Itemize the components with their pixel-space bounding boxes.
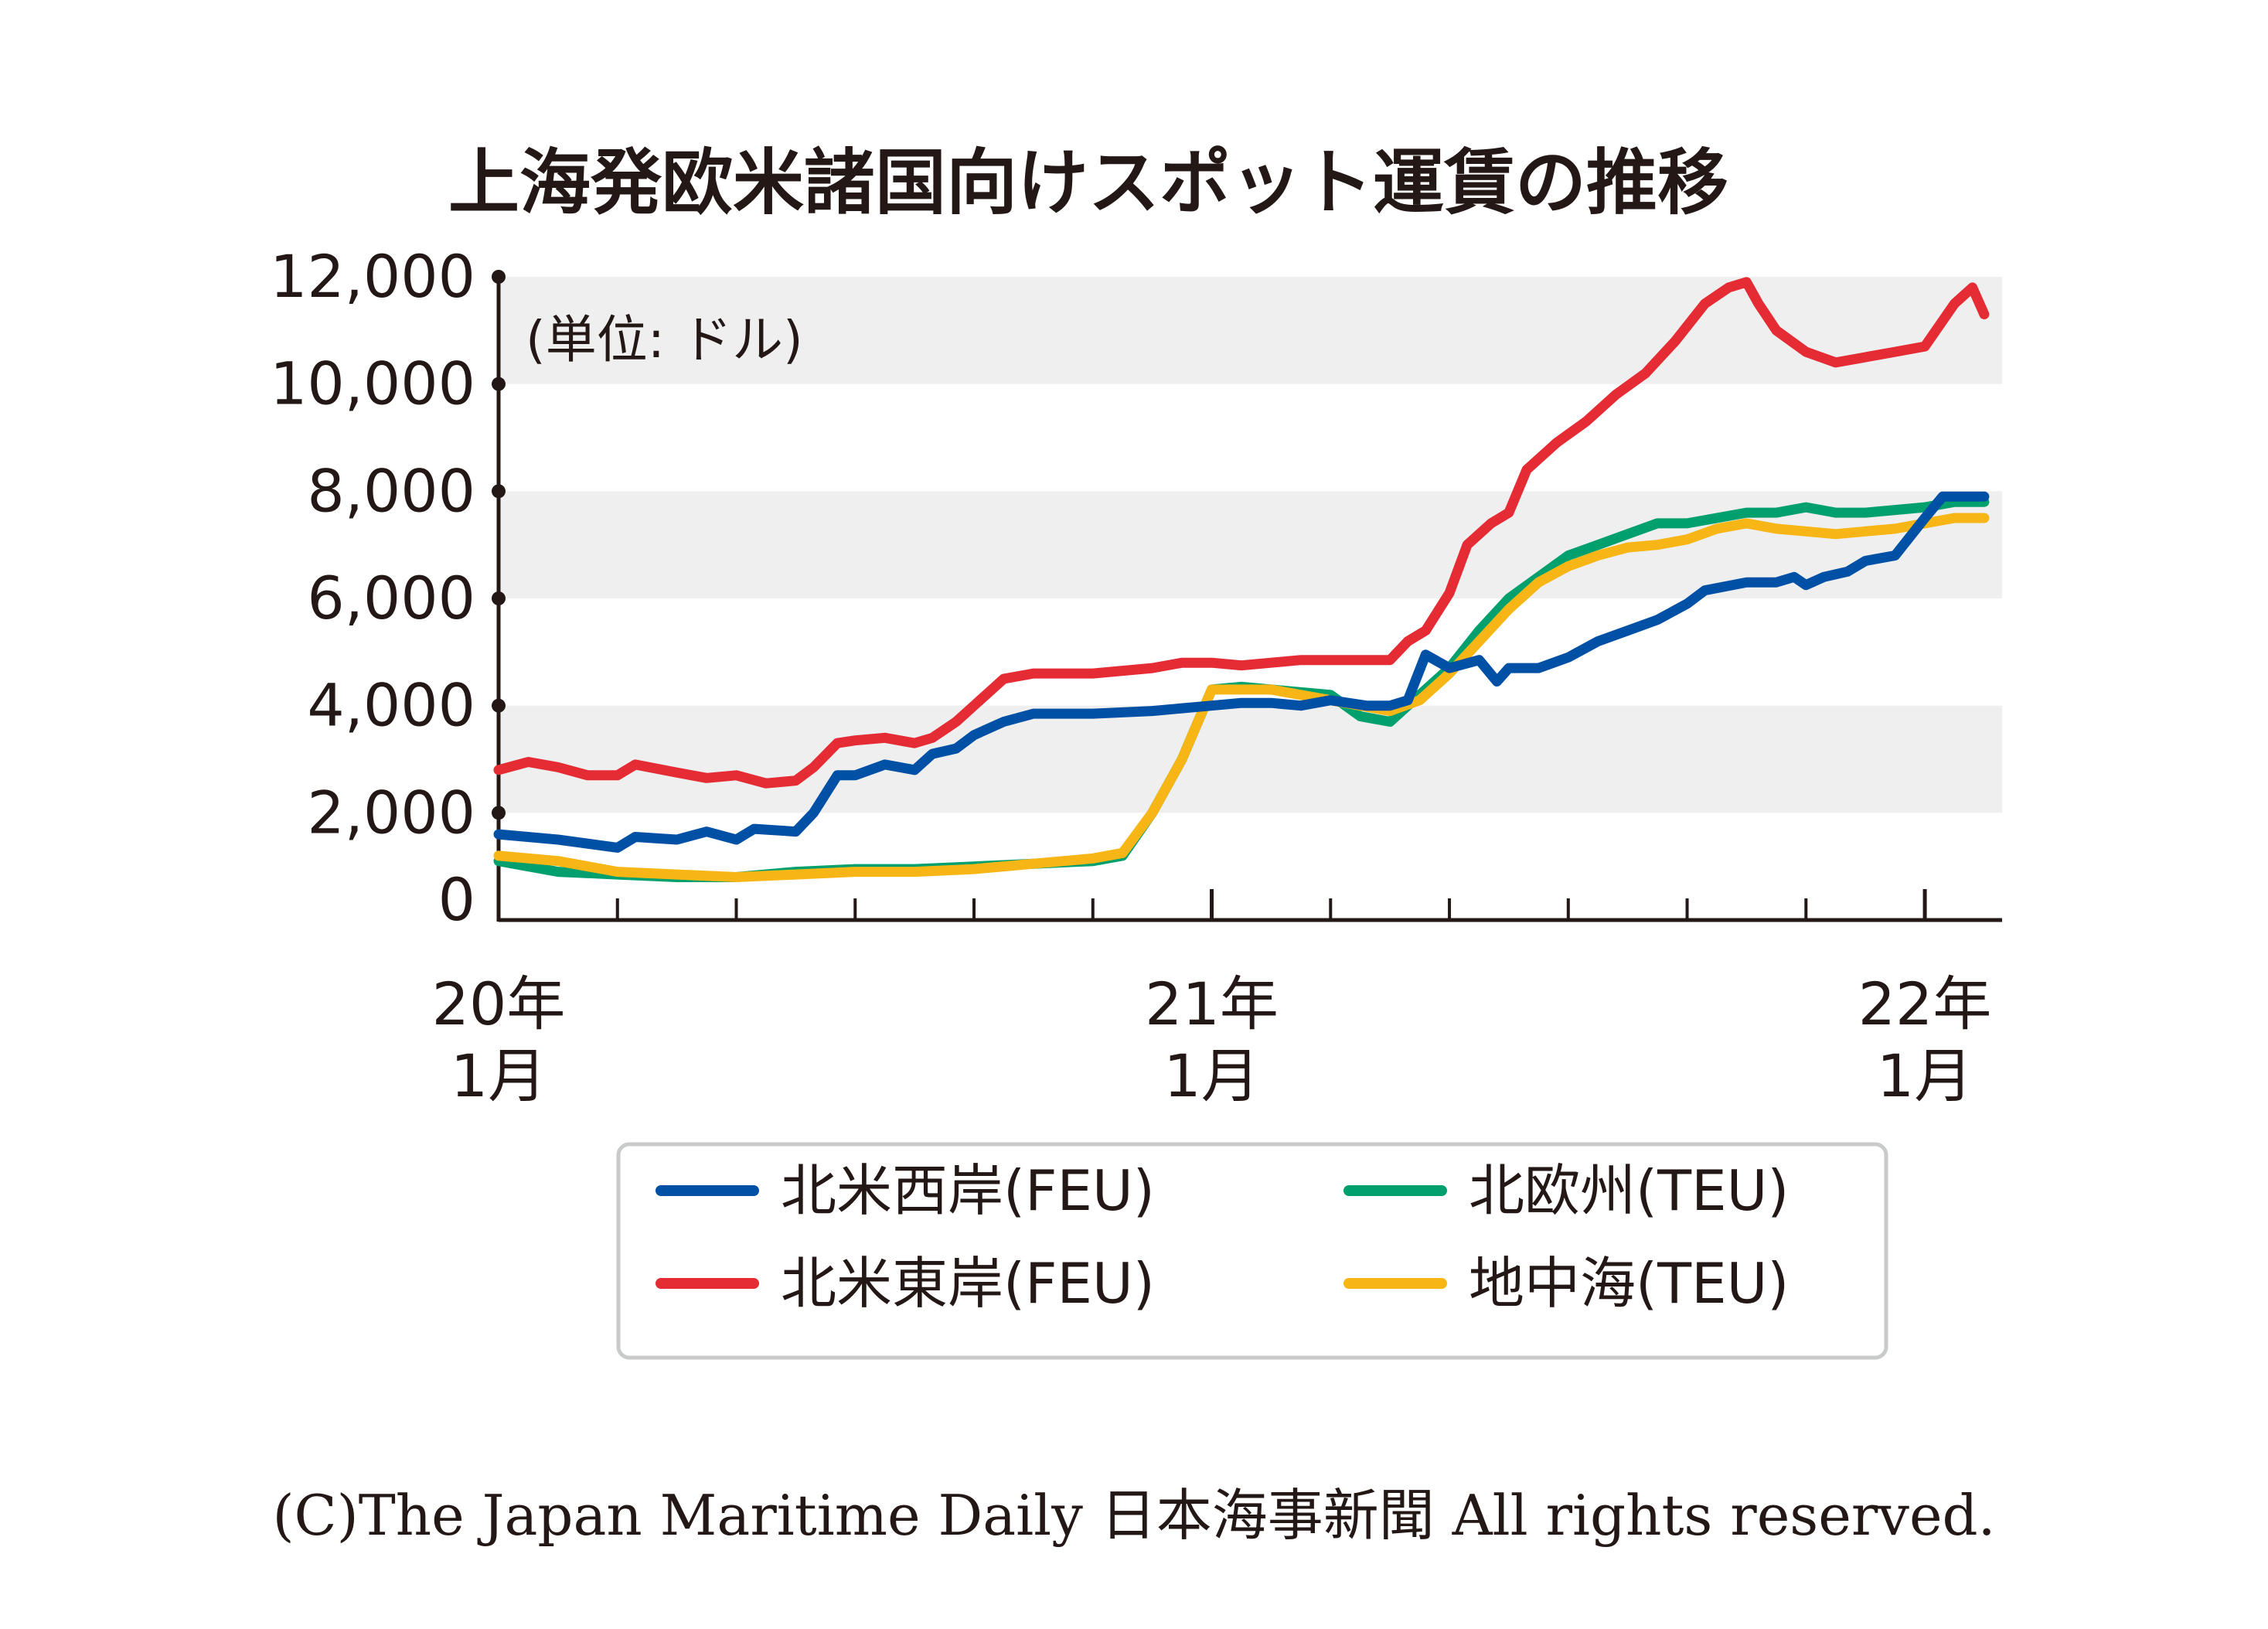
copyright-text: (C)The Japan Maritime Daily 日本海事新聞 All r… — [272, 1483, 1995, 1548]
y-tick-label: 0 — [438, 865, 475, 934]
y-tick-dot — [492, 806, 506, 820]
legend: 北米西岸(FEU) 北米東岸(FEU) 北欧州(TEU) 地中海(TEU) — [616, 1142, 1888, 1360]
x-tick-month: 1月 — [1163, 1041, 1259, 1110]
legend-label: 北米西岸(FEU) — [781, 1158, 1155, 1223]
y-ticks: 0 2,000 4,000 6,000 8,000 10,000 12,000 — [270, 242, 506, 934]
grid-band — [499, 705, 2002, 813]
y-tick-dot — [492, 484, 506, 499]
y-tick-label: 2,000 — [307, 778, 475, 847]
y-tick-dot — [492, 377, 506, 391]
y-tick-dot — [492, 270, 506, 284]
legend-label: 北米東岸(FEU) — [781, 1251, 1155, 1316]
y-tick-dot — [492, 591, 506, 605]
y-tick-label: 12,000 — [270, 242, 475, 311]
y-tick-label: 10,000 — [270, 349, 475, 418]
x-tick-year: 20年 — [432, 970, 566, 1038]
series-line-0 — [493, 491, 1990, 853]
legend-box — [616, 1142, 1888, 1360]
x-tick-month: 1月 — [451, 1041, 547, 1110]
series-lines — [493, 277, 1990, 882]
legend-label: 北欧州(TEU) — [1469, 1158, 1789, 1223]
unit-note: (単位: ドル) — [526, 310, 803, 370]
y-tick-label: 6,000 — [307, 564, 475, 632]
y-tick-dot — [492, 698, 506, 713]
y-tick-label: 8,000 — [307, 456, 475, 525]
x-tick-year: 21年 — [1145, 970, 1279, 1038]
series-line-1 — [493, 277, 1990, 789]
chart-title: 上海発欧米諸国向けスポット運賃の推移 — [448, 141, 1728, 224]
legend-label: 地中海(TEU) — [1469, 1251, 1789, 1316]
x-tick-year: 22年 — [1858, 970, 1992, 1038]
y-tick-label: 4,000 — [307, 671, 475, 740]
x-tick-month: 1月 — [1877, 1041, 1973, 1110]
